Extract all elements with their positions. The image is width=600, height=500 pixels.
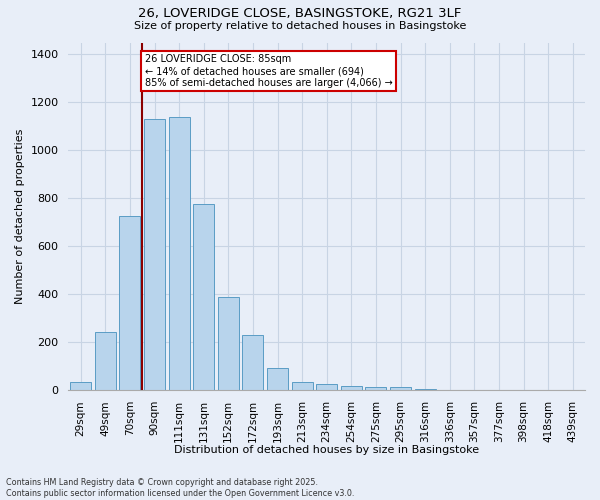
- Bar: [267, 368, 288, 390]
- Bar: [390, 387, 411, 390]
- Text: 26 LOVERIDGE CLOSE: 85sqm
← 14% of detached houses are smaller (694)
85% of semi: 26 LOVERIDGE CLOSE: 85sqm ← 14% of detac…: [145, 54, 392, 88]
- Y-axis label: Number of detached properties: Number of detached properties: [15, 128, 25, 304]
- Bar: [70, 382, 91, 390]
- Bar: [169, 117, 190, 390]
- Text: Size of property relative to detached houses in Basingstoke: Size of property relative to detached ho…: [134, 21, 466, 31]
- Bar: [341, 386, 362, 390]
- Bar: [292, 382, 313, 390]
- X-axis label: Distribution of detached houses by size in Basingstoke: Distribution of detached houses by size …: [174, 445, 479, 455]
- Bar: [365, 387, 386, 390]
- Bar: [144, 120, 165, 390]
- Bar: [193, 204, 214, 390]
- Bar: [119, 216, 140, 390]
- Bar: [218, 297, 239, 390]
- Bar: [415, 389, 436, 390]
- Bar: [316, 384, 337, 390]
- Text: Contains HM Land Registry data © Crown copyright and database right 2025.
Contai: Contains HM Land Registry data © Crown c…: [6, 478, 355, 498]
- Bar: [242, 335, 263, 390]
- Bar: [95, 332, 116, 390]
- Text: 26, LOVERIDGE CLOSE, BASINGSTOKE, RG21 3LF: 26, LOVERIDGE CLOSE, BASINGSTOKE, RG21 3…: [139, 8, 461, 20]
